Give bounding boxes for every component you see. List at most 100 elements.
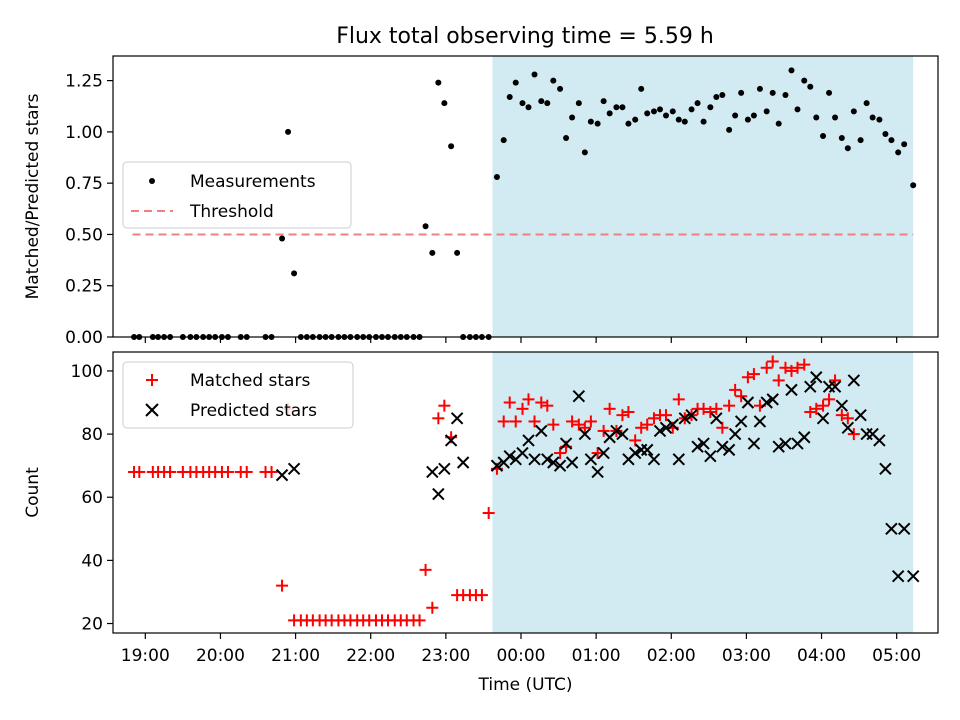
measurement-point — [769, 89, 776, 96]
measurement-point — [857, 137, 864, 144]
predicted-star-point — [672, 453, 685, 466]
predicted-star-point — [835, 399, 849, 412]
predicted-star-point — [816, 412, 830, 425]
predicted-star-point — [528, 453, 541, 466]
ratio-panel: 0.00 0.25 0.50 0.75 1.00 1.25 Matched/Predict… — [23, 55, 939, 348]
measurement-point — [850, 108, 857, 115]
predicted-star-point — [275, 468, 289, 482]
predicted-star-point — [760, 396, 773, 409]
measurement-point — [681, 118, 688, 125]
predicted-star-point — [641, 443, 654, 457]
legend-predicted-label: Predicted stars — [190, 401, 317, 421]
ratio-y-ticks: 0.00 0.25 0.50 0.75 1.00 1.25 — [65, 72, 113, 348]
matched-star-point — [772, 374, 785, 387]
matched-star-point — [841, 412, 854, 425]
matched-star-point — [432, 412, 445, 425]
matched-star-point — [735, 390, 748, 403]
measurement-point — [813, 114, 820, 121]
measurement-point — [719, 91, 726, 98]
x-tick-label: 00:00 — [496, 646, 545, 666]
matched-star-point — [541, 399, 554, 412]
matched-star-point — [535, 396, 548, 409]
x-tick-label: 22:00 — [346, 646, 395, 666]
predicted-star-point — [810, 371, 823, 384]
count-panel: 20 40 60 80 100 19:00 20:00 21:00 22:00 23:00 00:… — [23, 351, 939, 695]
predicted-star-point — [535, 424, 548, 438]
matched-star-point — [635, 421, 648, 434]
y-tick-label: 40 — [81, 551, 103, 571]
predicted-star-point — [628, 446, 642, 460]
matched-star-point — [710, 402, 723, 415]
count-legend-box — [122, 361, 354, 429]
predicted-star-point — [653, 424, 667, 438]
matched-star-point — [516, 402, 529, 415]
matched-star-point — [438, 399, 451, 412]
matched-star-point — [584, 415, 597, 428]
matched-star-point — [697, 402, 710, 415]
matched-star-point — [497, 415, 510, 428]
measurement-point — [285, 128, 292, 135]
matched-star-point — [572, 418, 585, 431]
measurement-point — [650, 108, 657, 115]
legend-matched-marker — [146, 374, 158, 386]
matched-star-point — [660, 409, 673, 422]
measurement-point — [882, 130, 889, 137]
measurement-point — [663, 112, 670, 119]
predicted-star-point — [766, 393, 779, 406]
predicted-star-point — [734, 415, 748, 428]
matched-star-point — [760, 361, 773, 374]
chart-title: Flux total observing time = 5.59 h — [336, 24, 714, 49]
predicted-star-point — [897, 522, 911, 536]
x-tick-label: 05:00 — [872, 646, 921, 666]
matched-star-point — [847, 428, 860, 441]
predicted-star-point — [685, 408, 698, 422]
matched-stars-points — [128, 355, 860, 627]
ratio-x-ticks — [144, 337, 898, 343]
measurement-point — [895, 149, 902, 156]
measurement-point — [575, 100, 582, 107]
matched-star-point — [265, 465, 278, 478]
count-y-label: Count — [23, 467, 43, 518]
y-tick-label: 100 — [71, 362, 103, 382]
x-tick-label: 19:00 — [121, 646, 170, 666]
y-tick-label: 0.00 — [65, 328, 103, 348]
measurement-point — [838, 135, 845, 142]
matched-star-point — [413, 614, 426, 627]
measurement-point — [863, 100, 870, 107]
measurement-point — [279, 235, 286, 242]
matched-star-point — [133, 465, 146, 478]
matched-star-point — [240, 465, 253, 478]
matched-star-point — [419, 563, 432, 576]
measurement-point — [763, 108, 770, 115]
legend-measurements-marker — [149, 178, 155, 184]
legend-predicted-marker — [145, 403, 159, 417]
x-tick-label: 03:00 — [722, 646, 771, 666]
matched-star-point — [729, 383, 742, 396]
measurement-point — [726, 126, 733, 133]
measurement-point — [844, 145, 851, 152]
legend-matched-label: Matched stars — [190, 371, 310, 391]
ratio-y-label: Matched/Predicted stars — [23, 93, 43, 299]
predicted-star-point — [553, 459, 567, 472]
predicted-star-point — [747, 437, 761, 450]
measurement-point — [688, 106, 695, 113]
predicted-star-point — [710, 412, 723, 425]
predicted-star-point — [456, 456, 470, 469]
measurement-point — [732, 112, 739, 119]
measurement-point — [519, 100, 526, 107]
measurement-point — [619, 104, 626, 111]
count-axes-frame — [112, 351, 939, 634]
matched-star-point — [835, 409, 848, 422]
matched-star-point — [798, 358, 811, 371]
predicted-star-point — [584, 453, 598, 466]
predicted-star-point — [432, 487, 445, 501]
measurement-point — [738, 89, 745, 96]
predicted-star-point — [804, 380, 817, 393]
measurement-point — [876, 116, 883, 123]
predicted-star-point — [490, 459, 504, 472]
predicted-star-point — [578, 427, 592, 441]
measurement-point — [669, 108, 676, 115]
predicted-star-point — [444, 434, 458, 447]
matched-star-point — [276, 579, 289, 592]
